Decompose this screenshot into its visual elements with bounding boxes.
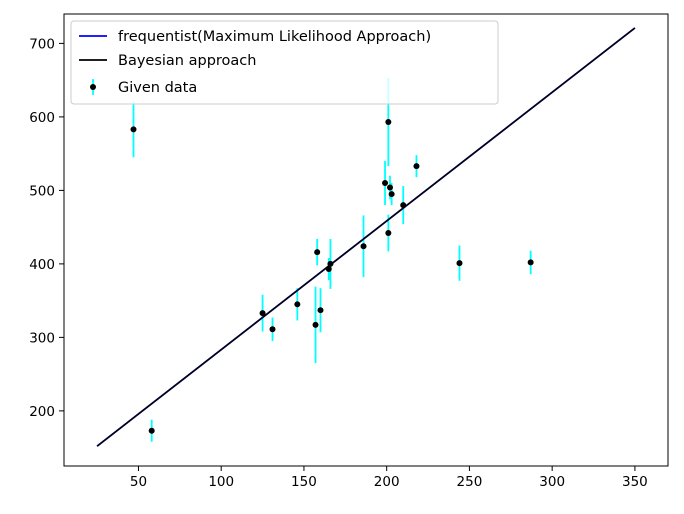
- x-tick-label-250: 250: [457, 474, 483, 490]
- data-point-15: [388, 191, 395, 198]
- data-point-19: [527, 259, 534, 266]
- legend: frequentist(Maximum Likelihood Approach)…: [70, 20, 499, 105]
- data-point-14: [386, 184, 393, 191]
- y-tick-label-500: 500: [29, 183, 55, 199]
- axes: 50 100 150 200 250 300 350 200 300 400 500 600 700: [29, 13, 669, 490]
- data-point-16: [400, 202, 407, 209]
- legend-marker: [90, 84, 96, 90]
- data-point-3: [269, 326, 276, 333]
- data-point-12: [385, 119, 392, 126]
- data-point-4: [294, 301, 301, 308]
- legend-label-0: frequentist(Maximum Likelihood Approach): [118, 29, 431, 45]
- legend-box: [70, 20, 499, 105]
- data-point-8: [325, 266, 332, 273]
- data-point-9: [327, 260, 334, 267]
- data-point-11: [382, 180, 389, 187]
- bayesian-line: [96, 27, 636, 447]
- y-tick-label-200: 200: [29, 404, 55, 420]
- data-point-18: [456, 260, 463, 267]
- data-point-13: [385, 230, 392, 237]
- data-point-7: [317, 307, 324, 314]
- x-tick-label-200: 200: [374, 474, 400, 490]
- plot-area: [96, 27, 636, 447]
- axes-frame: [63, 13, 669, 467]
- y-tick-label-600: 600: [29, 110, 55, 126]
- y-tick-label-400: 400: [29, 257, 55, 273]
- y-tick-label-300: 300: [29, 330, 55, 346]
- x-tick-label-50: 50: [130, 474, 147, 490]
- x-tick-label-100: 100: [208, 474, 234, 490]
- data-point-6: [314, 249, 321, 256]
- x-tick-label-350: 350: [622, 474, 648, 490]
- x-tick-label-300: 300: [539, 474, 565, 490]
- legend-label-2: Given data: [118, 80, 197, 96]
- data-point-0: [130, 126, 137, 133]
- data-point-1: [148, 427, 155, 434]
- legend-label-1: Bayesian approach: [118, 53, 256, 69]
- data-point-17: [413, 163, 420, 170]
- data-point-10: [360, 243, 367, 250]
- data-point-5: [312, 321, 319, 328]
- x-tick-label-150: 150: [291, 474, 317, 490]
- data-point-2: [259, 310, 266, 317]
- y-tick-label-700: 700: [29, 36, 55, 52]
